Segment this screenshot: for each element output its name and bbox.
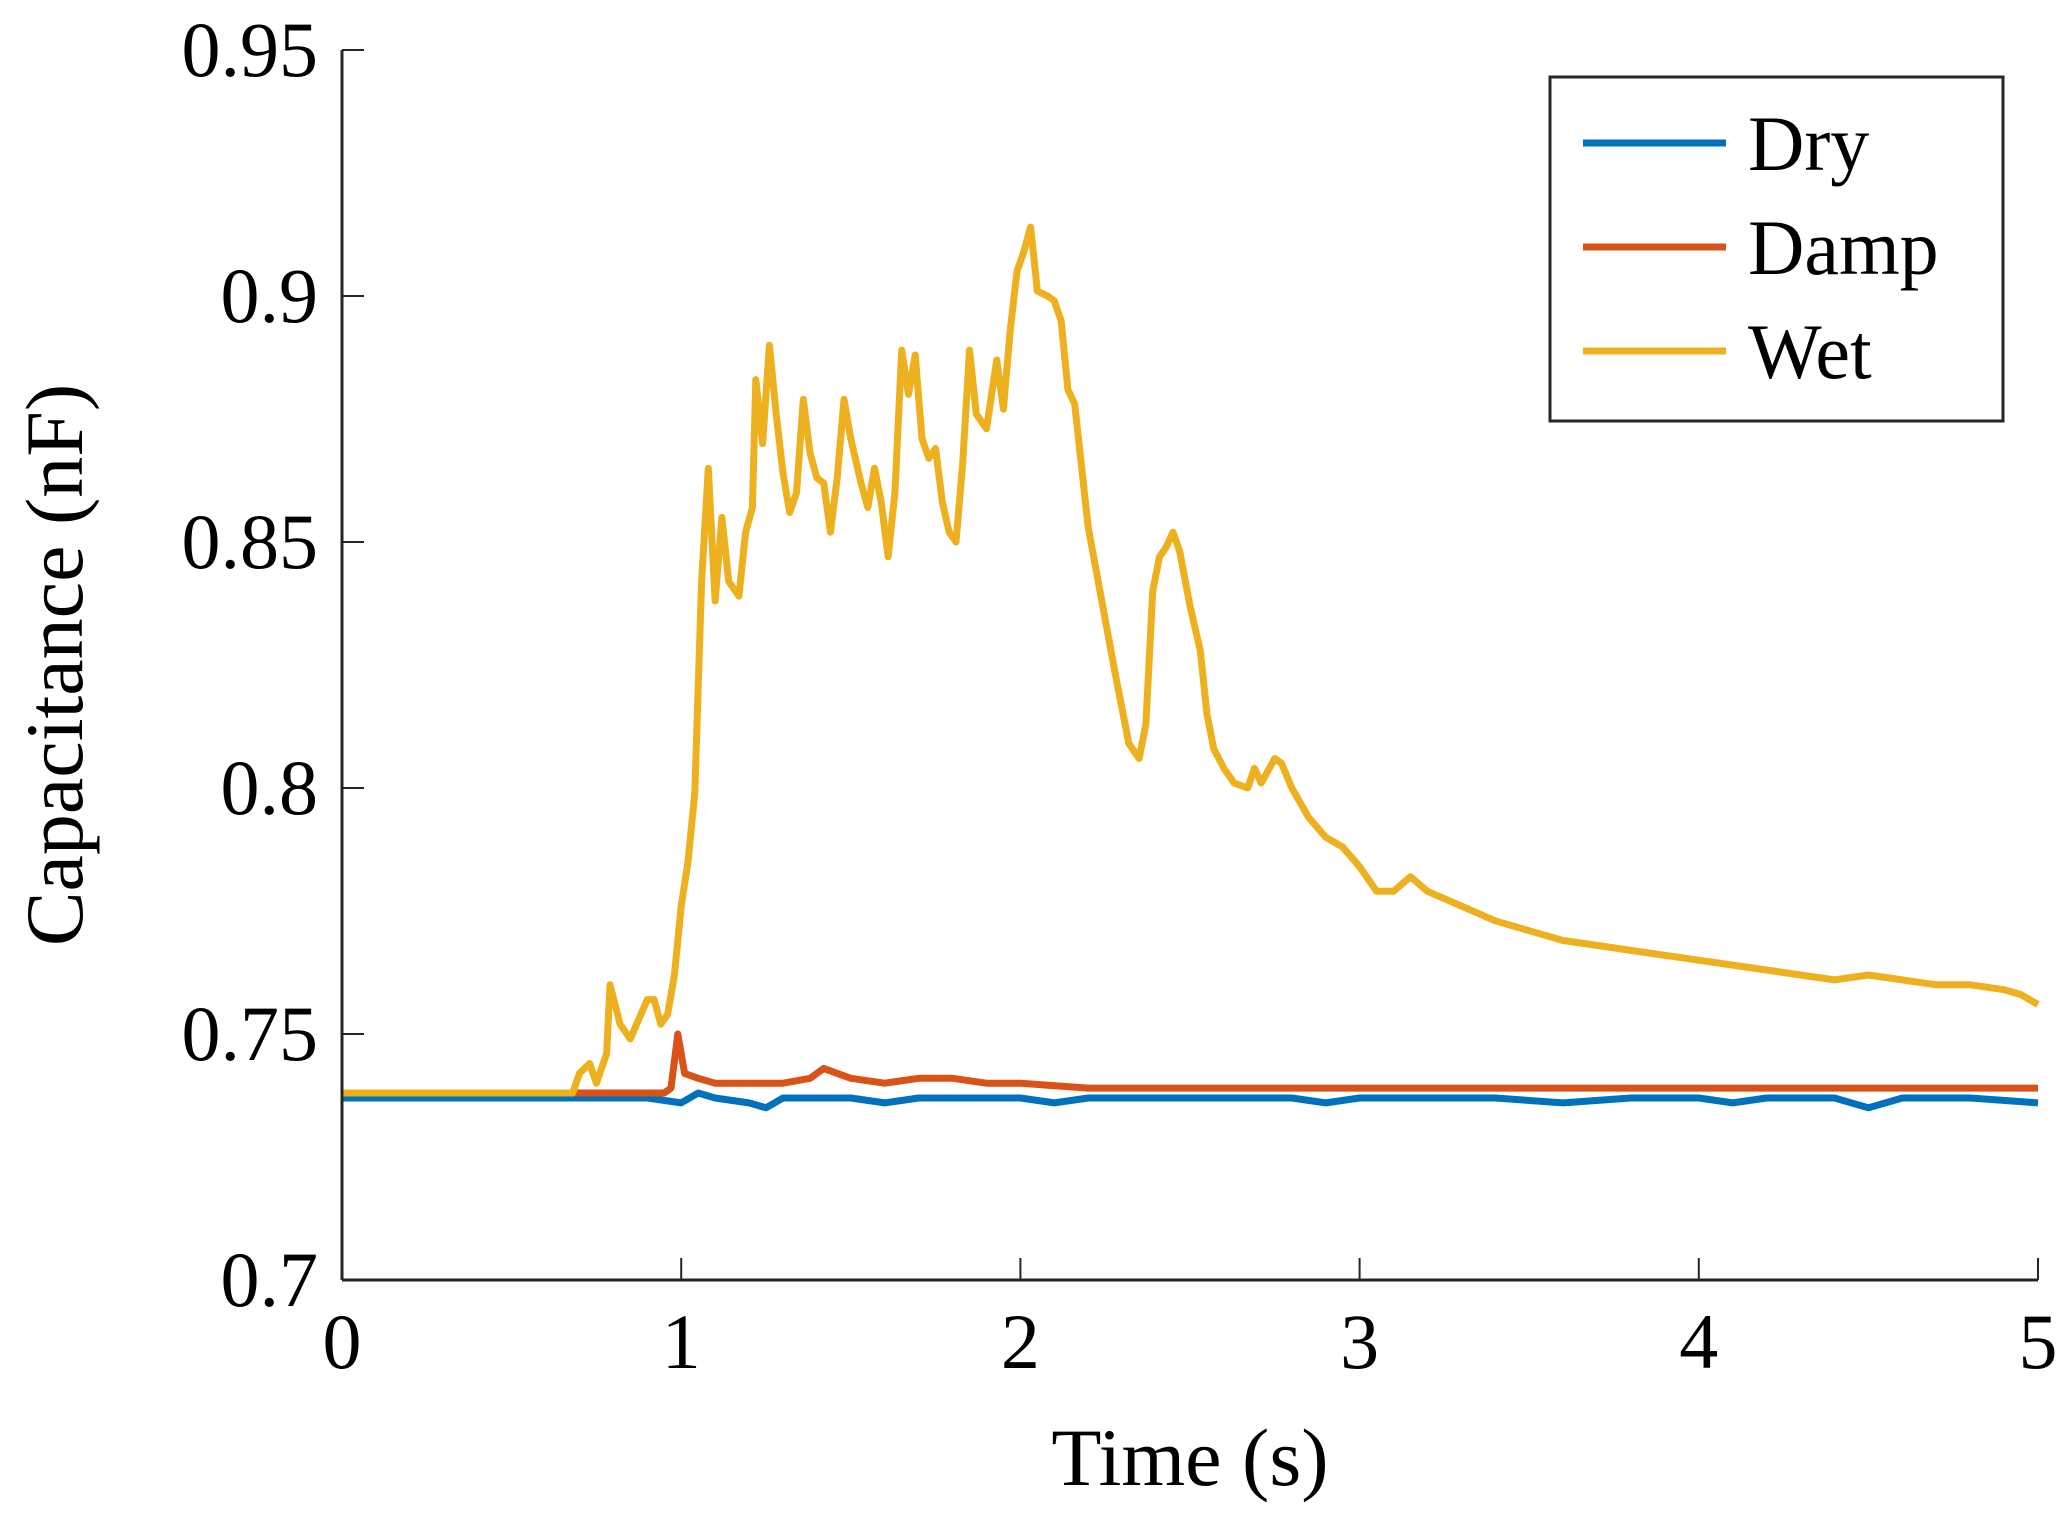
series-line-wet bbox=[342, 223, 2040, 1097]
y-tick-label: 0.95 bbox=[182, 6, 319, 93]
legend-item-wet: Wet bbox=[1583, 308, 1872, 395]
legend-item-damp: Damp bbox=[1583, 204, 1939, 291]
series-line-dry bbox=[342, 1089, 2039, 1112]
x-tick-label: 4 bbox=[1679, 1298, 1718, 1385]
axis-ticks bbox=[341, 49, 2039, 1281]
series-lines bbox=[342, 223, 2040, 1112]
legend-label: Damp bbox=[1748, 204, 1939, 291]
series-line-damp bbox=[342, 1030, 2038, 1097]
legend: Dry Damp Wet bbox=[1548, 75, 2005, 423]
y-tick-label: 0.85 bbox=[182, 498, 319, 585]
x-tick-label: 2 bbox=[1001, 1298, 1040, 1385]
x-tick-label: 0 bbox=[323, 1298, 362, 1385]
x-tick-label: 5 bbox=[2019, 1298, 2058, 1385]
x-axis-label: Time (s) bbox=[1051, 1412, 1328, 1503]
y-tick-labels: 0.7 0.75 0.8 0.85 0.9 0.95 bbox=[182, 6, 319, 1323]
legend-item-dry: Dry bbox=[1583, 100, 1869, 187]
x-tick-label: 3 bbox=[1340, 1298, 1379, 1385]
x-tick-label: 1 bbox=[662, 1298, 701, 1385]
legend-label: Wet bbox=[1748, 308, 1872, 395]
y-tick-label: 0.8 bbox=[221, 744, 319, 831]
x-tick-labels: 0 1 2 3 4 5 bbox=[323, 1298, 2058, 1385]
y-tick-label: 0.75 bbox=[182, 990, 319, 1077]
y-tick-label: 0.7 bbox=[221, 1236, 319, 1323]
y-axis-label: Capacitance (nF) bbox=[9, 384, 100, 946]
y-tick-label: 0.9 bbox=[221, 252, 319, 339]
legend-label: Dry bbox=[1748, 100, 1869, 187]
